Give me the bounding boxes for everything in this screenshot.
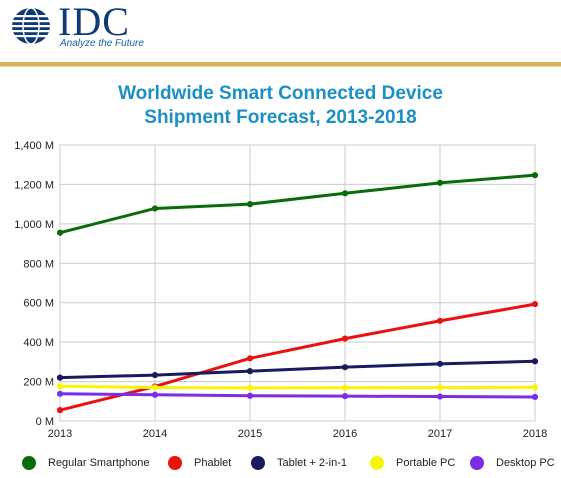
legend-swatch bbox=[470, 456, 484, 470]
data-point bbox=[246, 368, 254, 375]
legend-item: Desktop PC bbox=[470, 456, 555, 470]
data-point bbox=[436, 179, 444, 186]
header-divider bbox=[0, 62, 561, 67]
series-line-0 bbox=[59, 173, 536, 235]
legend-item: Tablet + 2-in-1 bbox=[251, 456, 347, 470]
data-point bbox=[246, 384, 254, 391]
series-line-3 bbox=[59, 384, 536, 390]
y-tick-label: 200 M bbox=[23, 377, 54, 389]
data-point bbox=[531, 358, 539, 365]
legend-swatch bbox=[251, 456, 265, 470]
y-tick-label: 1,200 M bbox=[14, 179, 54, 191]
data-point bbox=[531, 300, 539, 308]
data-point bbox=[436, 384, 444, 391]
series-line-4 bbox=[59, 392, 536, 399]
legend-label: Phablet bbox=[194, 457, 232, 469]
x-tick-label: 2016 bbox=[333, 428, 357, 440]
data-point bbox=[341, 335, 349, 342]
legend-label: Desktop PC bbox=[496, 457, 555, 469]
data-point bbox=[246, 355, 254, 362]
data-point bbox=[531, 393, 539, 401]
data-point bbox=[531, 384, 539, 391]
y-tick-label: 1,400 M bbox=[14, 140, 54, 152]
data-point bbox=[56, 407, 64, 414]
data-point bbox=[436, 393, 444, 400]
data-point bbox=[341, 393, 349, 400]
x-tick-label: 2013 bbox=[48, 428, 72, 440]
legend-swatch bbox=[22, 456, 36, 470]
y-tick-label: 0 M bbox=[36, 416, 54, 428]
chart-title-line-2: Shipment Forecast, 2013-2018 bbox=[144, 107, 417, 128]
data-point bbox=[436, 317, 444, 324]
data-point bbox=[151, 371, 159, 379]
data-point bbox=[56, 390, 64, 397]
legend-item: Portable PC bbox=[370, 456, 455, 470]
y-tick-label: 800 M bbox=[23, 258, 54, 270]
y-tick-label: 1,000 M bbox=[14, 219, 54, 231]
x-tick-label: 2018 bbox=[523, 428, 547, 440]
logo-tagline: Analyze the Future bbox=[60, 38, 144, 49]
data-point bbox=[151, 205, 159, 212]
data-point bbox=[151, 391, 159, 398]
data-point bbox=[341, 384, 349, 391]
data-point bbox=[246, 201, 254, 208]
data-point bbox=[56, 229, 64, 236]
data-point bbox=[56, 374, 64, 381]
legend-item: Regular Smartphone bbox=[22, 456, 150, 470]
legend-label: Portable PC bbox=[396, 457, 456, 469]
data-point bbox=[246, 392, 254, 399]
legend-label: Tablet + 2-in-1 bbox=[277, 457, 348, 469]
data-point bbox=[531, 172, 539, 179]
chart-title-line-1: Worldwide Smart Connected Device bbox=[118, 83, 443, 104]
data-point bbox=[151, 384, 159, 391]
x-tick-label: 2015 bbox=[238, 428, 262, 440]
legend-swatch bbox=[168, 456, 182, 470]
legend-item: Phablet bbox=[168, 456, 231, 470]
data-point bbox=[436, 360, 444, 367]
data-point bbox=[56, 383, 64, 390]
series-line-1 bbox=[59, 302, 536, 412]
legend-label: Regular Smartphone bbox=[48, 457, 150, 469]
legend-swatch bbox=[370, 456, 384, 470]
globe-logo-icon bbox=[11, 7, 51, 45]
y-tick-label: 400 M bbox=[23, 337, 54, 349]
chart-legend: Regular Smartphone Phablet Tablet + 2-in-1… bbox=[0, 452, 561, 474]
logo-wordmark: IDC bbox=[58, 0, 130, 44]
plot-area bbox=[59, 144, 536, 422]
x-tick-label: 2017 bbox=[428, 428, 452, 440]
data-point bbox=[341, 364, 349, 371]
chart-title: Worldwide Smart Connected Device Shipmen… bbox=[0, 82, 561, 130]
y-tick-label: 600 M bbox=[23, 298, 54, 310]
header: IDC Analyze the Future bbox=[0, 0, 561, 67]
data-point bbox=[341, 190, 349, 197]
x-tick-label: 2014 bbox=[143, 428, 167, 440]
series-line-2 bbox=[59, 359, 536, 380]
